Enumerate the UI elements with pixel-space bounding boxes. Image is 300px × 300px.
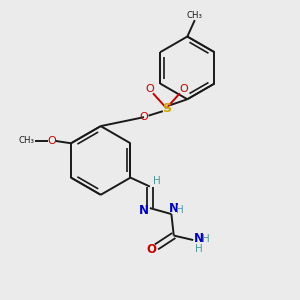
Text: S: S	[162, 102, 171, 115]
Text: O: O	[140, 112, 148, 122]
Text: N: N	[139, 204, 149, 217]
Text: O: O	[145, 84, 154, 94]
Text: H: H	[195, 244, 203, 254]
Text: O: O	[47, 136, 56, 146]
Text: N: N	[169, 202, 179, 214]
Text: H: H	[202, 234, 210, 244]
Text: CH₃: CH₃	[187, 11, 203, 20]
Text: O: O	[146, 243, 156, 256]
Text: H: H	[153, 176, 160, 186]
Text: CH₃: CH₃	[18, 136, 34, 146]
Text: H: H	[176, 205, 184, 214]
Text: N: N	[194, 232, 204, 245]
Text: O: O	[179, 84, 188, 94]
